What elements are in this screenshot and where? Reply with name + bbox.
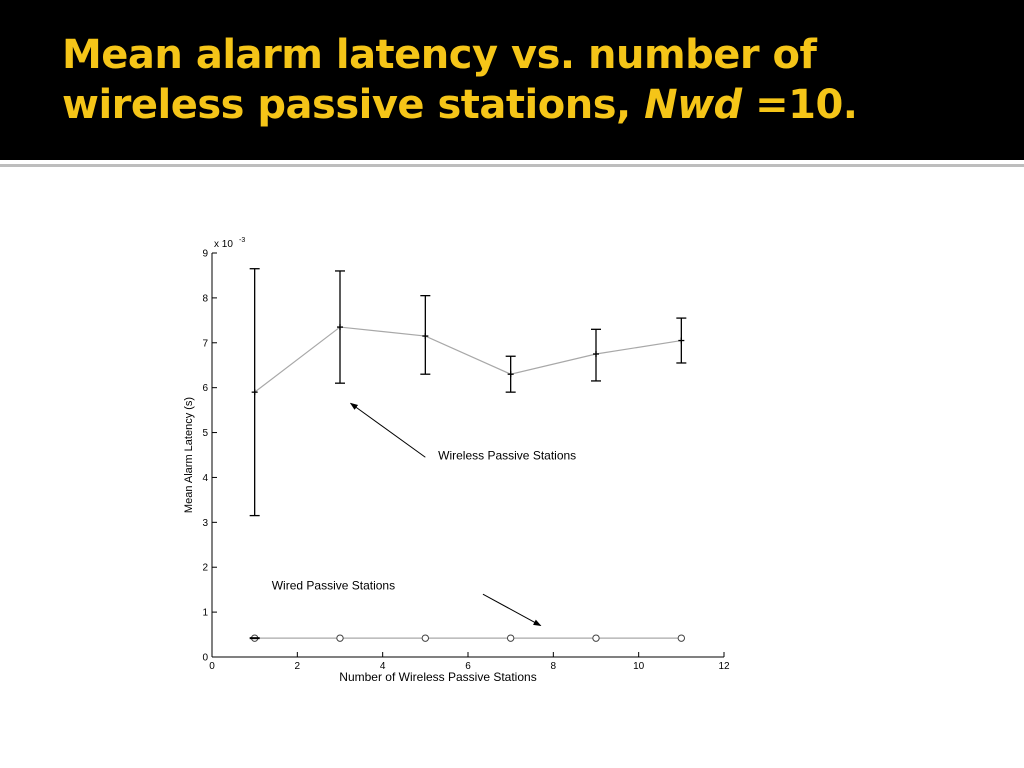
- y-tick-label: 7: [202, 338, 208, 349]
- y-tick-label: 9: [202, 249, 208, 260]
- data-point: [336, 634, 344, 642]
- x-tick-label: 12: [718, 661, 730, 672]
- slide-title-line-2-text: wireless passive stations,: [62, 82, 645, 128]
- slide-title: Mean alarm latency vs. number of wireles…: [62, 30, 1002, 130]
- y-tick-label: 4: [202, 473, 208, 484]
- chart-annotations: Wireless Passive Stations Wired Passive S…: [272, 402, 576, 627]
- y-multiplier-label: x 10: [214, 239, 233, 250]
- series-line-0: [254, 326, 682, 393]
- x-tick-label: 6: [465, 661, 471, 672]
- slide-title-line-2-suffix: =10.: [741, 82, 858, 128]
- y-axis-label: Mean Alarm Latency (s): [183, 397, 195, 513]
- x-tick-label: 4: [380, 661, 386, 672]
- x-tick-label: 0: [209, 661, 215, 672]
- y-tick-label: 0: [202, 653, 208, 664]
- title-bar: [0, 0, 1024, 160]
- annotation-label-1: Wired Passive Stations: [272, 579, 395, 593]
- y-tick-label: 8: [202, 293, 208, 304]
- data-point: [337, 324, 343, 331]
- annotation-arrow-1: [482, 593, 542, 627]
- data-point: [592, 634, 600, 642]
- y-tick-label: 2: [202, 563, 208, 574]
- data-point: [506, 634, 515, 642]
- x-axis-label: Number of Wireless Passive Stations: [339, 670, 536, 684]
- y-tick-label: 6: [202, 383, 208, 394]
- data-point: [421, 634, 430, 642]
- annotation-label-0: Wireless Passive Stations: [438, 448, 576, 462]
- y-tick-label: 5: [202, 428, 208, 439]
- annotation-arrow-0: [349, 402, 426, 458]
- x-tick-label: 8: [551, 661, 557, 672]
- slide-title-line-2: wireless passive stations, Nwd =10.: [62, 80, 1002, 130]
- slide-title-line-1: Mean alarm latency vs. number of: [62, 32, 817, 78]
- data-point: [422, 333, 429, 340]
- chart-series: [249, 268, 687, 642]
- x-tick-label: 2: [295, 661, 301, 672]
- data-point: [593, 351, 599, 357]
- title-divider: [0, 164, 1024, 167]
- y-tick-label: 1: [202, 608, 208, 619]
- data-point: [251, 389, 258, 396]
- x-tick-label: 10: [633, 661, 645, 672]
- slide-title-variable: Nwd: [644, 82, 742, 128]
- data-point: [678, 337, 685, 344]
- data-point: [507, 371, 514, 378]
- data-point: [677, 634, 686, 642]
- y-tick-label: 3: [202, 518, 208, 529]
- y-multiplier-exponent: -3: [239, 237, 245, 244]
